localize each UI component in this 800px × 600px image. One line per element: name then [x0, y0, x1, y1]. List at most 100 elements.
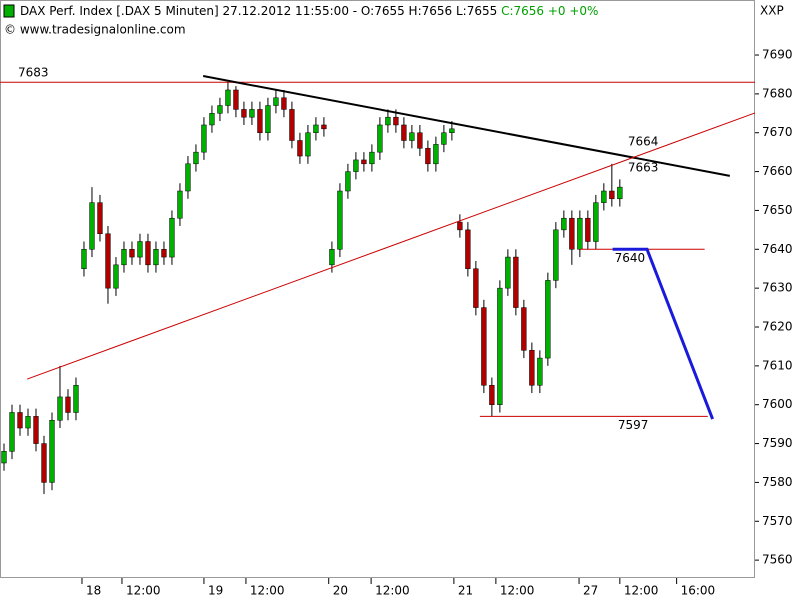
y-tick-label: 7610	[762, 358, 793, 372]
candle-body	[177, 190, 183, 219]
candle-body	[329, 249, 335, 266]
candle-body	[425, 148, 431, 165]
candle-body	[409, 132, 415, 141]
candle-body	[97, 202, 103, 235]
candle-body	[553, 229, 559, 281]
y-tick-label: 7580	[762, 475, 793, 489]
candle-body	[217, 105, 223, 114]
candle-body	[209, 113, 215, 126]
candle-body	[321, 124, 327, 130]
y-tick-label: 7660	[762, 164, 793, 178]
candle-body	[601, 190, 607, 203]
candle-body	[193, 151, 199, 165]
title-close: C:7656 +0 +0%	[501, 4, 598, 18]
candle-body	[545, 280, 551, 359]
y-tick-label: 7650	[762, 203, 793, 217]
candle-body	[297, 140, 303, 157]
candle-body	[489, 385, 495, 405]
candle-body	[1, 451, 7, 464]
candle-body	[129, 249, 135, 258]
candle-body	[433, 144, 439, 165]
x-tick-label: 16:00	[681, 584, 716, 598]
trend-line	[202, 75, 730, 177]
x-tick-label: 12:00	[500, 584, 535, 598]
candle-body	[249, 109, 255, 118]
candle-body	[169, 217, 175, 258]
x-tick-label: 27	[583, 584, 598, 598]
candle-body	[513, 256, 519, 308]
level-label: 7683	[18, 66, 49, 80]
candle-body	[361, 159, 367, 165]
candle-body	[225, 89, 231, 106]
candle-body	[281, 97, 287, 110]
candle-body	[33, 416, 39, 444]
corner-label: XXP	[760, 4, 784, 18]
candle-body	[353, 159, 359, 172]
x-tick-label: 20	[333, 584, 348, 598]
y-tick-label: 7640	[762, 242, 793, 256]
x-tick-label: 19	[208, 584, 223, 598]
candle-body	[617, 186, 623, 200]
candle-body	[257, 109, 263, 133]
candle-body	[337, 190, 343, 250]
x-tick-label: 18	[86, 584, 101, 598]
candle-body	[105, 233, 111, 289]
x-tick-label: 12:00	[250, 584, 285, 598]
candle-body	[313, 124, 319, 133]
y-tick-label: 7690	[762, 48, 793, 62]
candle-body	[609, 190, 615, 200]
candle-body	[561, 217, 567, 231]
chart-title: DAX Perf. Index [.DAX 5 Minuten] 27.12.2…	[20, 4, 598, 18]
candle-body	[201, 124, 207, 153]
y-tick-label: 7570	[762, 514, 793, 528]
candle-body	[385, 116, 391, 126]
candle-body	[185, 163, 191, 192]
candle-body	[585, 217, 591, 242]
x-tick-label: 12:00	[126, 584, 161, 598]
candle-body	[393, 116, 399, 126]
candle-body	[89, 202, 95, 250]
candle-body	[81, 249, 87, 269]
candle-body	[241, 109, 247, 118]
y-tick-label: 7630	[762, 281, 793, 295]
y-tick-label: 7600	[762, 397, 793, 411]
candle-body	[9, 412, 15, 452]
candle-body	[65, 396, 71, 413]
source: © www.tradesignalonline.com	[4, 23, 186, 37]
candle-body	[57, 396, 63, 421]
candle-body	[17, 412, 23, 429]
candle-body	[153, 249, 159, 266]
y-tick-label: 7590	[762, 436, 793, 450]
title-text: DAX Perf. Index [.DAX 5 Minuten] 27.12.2…	[20, 4, 497, 18]
candle-body	[265, 105, 271, 133]
level-label: 7640	[615, 251, 646, 265]
candle-body	[377, 124, 383, 153]
plot-frame	[0, 0, 755, 578]
candle-body	[233, 89, 239, 110]
x-tick-label: 12:00	[375, 584, 410, 598]
candle-body	[481, 307, 487, 386]
candle-body	[473, 268, 479, 308]
candle-body	[401, 124, 407, 141]
candle-body	[41, 443, 47, 483]
trend-line	[612, 247, 715, 420]
candle-body	[369, 151, 375, 165]
y-tick-label: 7670	[762, 125, 793, 139]
trend-label: 7664	[628, 135, 659, 149]
candle-body	[577, 217, 583, 250]
candle-body	[121, 249, 127, 266]
candle-body	[25, 416, 31, 429]
candle-body	[505, 256, 511, 289]
candle-body	[497, 287, 503, 405]
candle-body	[417, 132, 423, 149]
candle-body	[569, 217, 575, 250]
candle-body	[137, 241, 143, 258]
x-tick-label: 21	[458, 584, 473, 598]
y-tick-label: 7620	[762, 320, 793, 334]
trend-label: 7663	[628, 160, 659, 174]
candle-body	[521, 307, 527, 351]
candle-body	[529, 350, 535, 386]
candle-body	[161, 249, 167, 258]
